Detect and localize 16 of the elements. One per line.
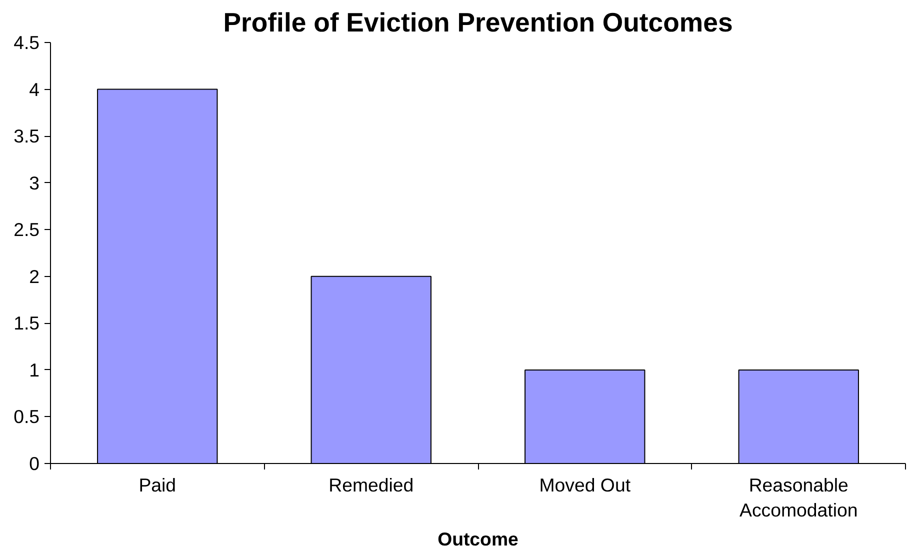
y-tick-label: 3.5 bbox=[14, 126, 40, 147]
y-tick-label: 2 bbox=[29, 266, 40, 287]
y-tick-label: 2.5 bbox=[14, 219, 40, 240]
x-tick-label: Reasonable Accomodation bbox=[740, 474, 858, 521]
y-tick-label: 4 bbox=[29, 78, 40, 100]
y-tick-label: 1 bbox=[29, 359, 40, 380]
x-tick-label: Remedied bbox=[328, 474, 414, 496]
x-axis-title: Outcome bbox=[438, 528, 518, 550]
y-tick-label: 0 bbox=[29, 453, 40, 474]
x-tick-label: Paid bbox=[138, 474, 176, 496]
y-tick-label: 3 bbox=[29, 172, 40, 194]
y-tick-label: 4.5 bbox=[14, 32, 40, 53]
x-tick-label: Moved Out bbox=[539, 474, 632, 496]
y-tick-label: 0.5 bbox=[14, 406, 40, 428]
y-tick-label: 1.5 bbox=[14, 312, 40, 334]
chart-title: Profile of Eviction Prevention Outcomes bbox=[223, 8, 733, 38]
